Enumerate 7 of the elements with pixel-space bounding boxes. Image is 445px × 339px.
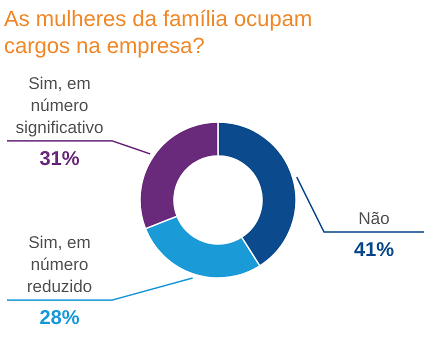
- slice-label: Sim, em número reduzido: [26, 233, 92, 296]
- slice-label: Não: [358, 209, 390, 228]
- slice-label: Sim, em número significativo: [16, 74, 104, 137]
- data-label: 31%: [39, 148, 80, 170]
- data-label: 41%: [354, 239, 394, 261]
- chart-title: As mulheres da família ocupam cargos na empresa?: [4, 6, 312, 58]
- data-label: 28%: [39, 307, 80, 330]
